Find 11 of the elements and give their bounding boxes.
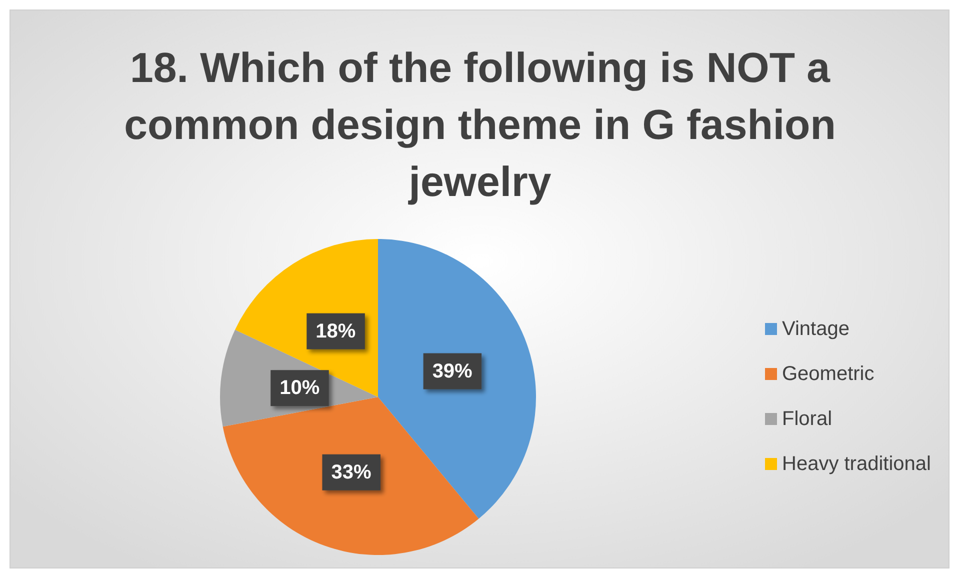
pie-slice (222, 397, 479, 555)
legend-label: Vintage (782, 318, 850, 340)
data-label: 18% (316, 320, 356, 342)
chart-title: 18. Which of the following is NOT a common design theme in G fashion jewelry (124, 44, 836, 205)
legend-label: Floral (782, 408, 832, 430)
legend-label: Heavy traditional (782, 453, 931, 475)
data-label: 10% (280, 377, 320, 400)
data-label: 39% (432, 360, 473, 382)
data-label: 33% (331, 461, 372, 484)
pie-slice (378, 239, 536, 519)
legend-label: Geometric (782, 363, 874, 385)
